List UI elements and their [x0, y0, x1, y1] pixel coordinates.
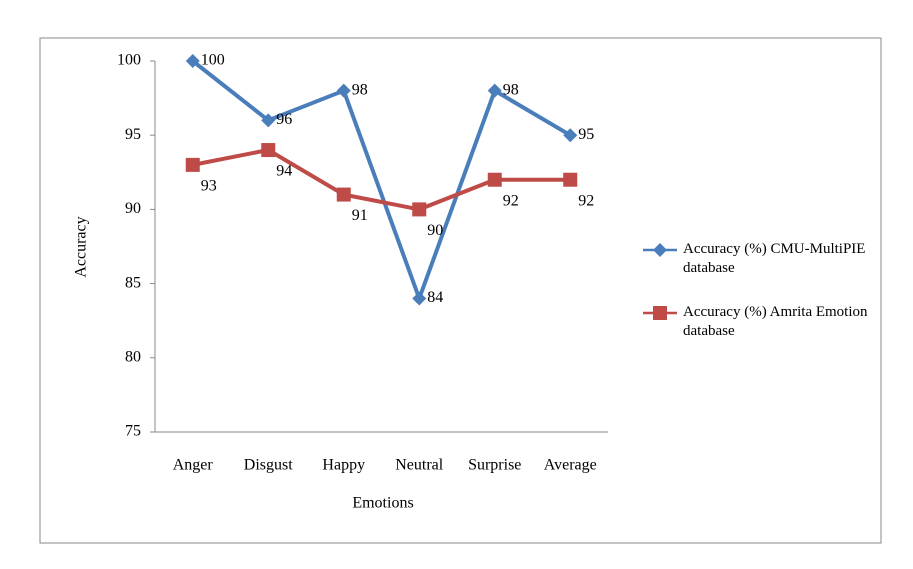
data-label: 98: [352, 81, 368, 98]
y-tick-label: 95: [125, 126, 141, 143]
series-line: [191, 59, 572, 305]
data-point: [261, 143, 276, 158]
data-label: 100: [201, 52, 225, 69]
x-tick-label: Average: [544, 457, 597, 474]
data-point: [336, 187, 351, 202]
data-label: 84: [427, 289, 443, 306]
data-label: 98: [503, 81, 519, 98]
legend-marker: [653, 306, 667, 320]
y-tick-label: 100: [117, 52, 141, 69]
x-axis-title: Emotions: [352, 495, 413, 512]
data-label: 92: [578, 192, 594, 209]
series-line: [192, 147, 571, 212]
data-point: [487, 172, 502, 187]
x-tick-label: Surprise: [468, 457, 521, 474]
chart-border: [39, 37, 882, 544]
x-tick-label: Disgust: [244, 457, 293, 474]
data-point: [563, 128, 578, 143]
x-tick-label: Happy: [322, 457, 365, 474]
data-label: 91: [352, 207, 368, 224]
data-label: 95: [578, 126, 594, 143]
legend-marker: [653, 243, 667, 257]
x-tick-label: Neutral: [395, 457, 444, 474]
data-point: [487, 83, 502, 98]
legend-label: Accuracy (%) CMU-MultiPIE database: [683, 241, 866, 276]
data-point: [185, 54, 200, 68]
data-label: 90: [427, 222, 443, 239]
y-tick-label: 80: [125, 348, 141, 365]
x-tick-label: Anger: [173, 457, 214, 474]
data-label: 93: [201, 178, 217, 195]
data-point: [563, 172, 578, 187]
data-point: [336, 83, 351, 98]
data-point: [261, 113, 276, 128]
y-tick-label: 90: [125, 200, 141, 217]
y-tick-label: 85: [125, 274, 141, 291]
data-label: 94: [276, 163, 292, 180]
y-tick-label: 75: [125, 423, 141, 440]
data-label: 96: [276, 111, 292, 128]
data-label: 92: [503, 192, 519, 209]
legend-label: Accuracy (%) Amrita Emotion database: [683, 304, 868, 339]
data-point: [412, 202, 427, 217]
data-point: [412, 291, 427, 306]
y-axis-title: Accuracy: [73, 216, 90, 277]
data-point: [185, 157, 200, 172]
